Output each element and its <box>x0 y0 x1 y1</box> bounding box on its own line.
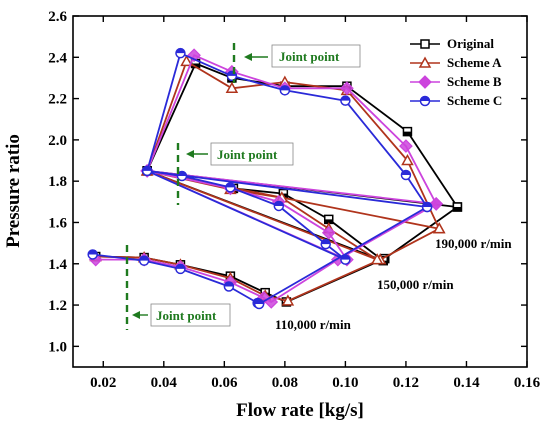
data-point-fill-scheme-c <box>175 48 185 54</box>
y-tick-label: 1.8 <box>48 174 67 190</box>
legend-marker-original <box>420 39 430 49</box>
y-axis-title: Pressure ratio <box>3 134 24 248</box>
y-tick-label: 2.4 <box>48 50 67 66</box>
axis-ticks: 0.02 0.04 0.06 0.08 0.10 0.12 0.14 0.16 1.0 1.2 1.… <box>48 9 540 391</box>
data-point-fill-original <box>191 63 200 68</box>
data-point-scheme-a <box>180 54 193 67</box>
joint-arrowhead-top <box>244 53 252 61</box>
series-line-scheme-a <box>95 60 441 302</box>
data-point-scheme-a <box>432 222 446 234</box>
y-tick-label: 2.0 <box>48 133 67 149</box>
series-scheme-c <box>87 47 433 310</box>
legend-item-scheme-c: Scheme C <box>410 93 502 108</box>
data-point-scheme-b <box>429 197 444 211</box>
legend-marker-scheme-b <box>418 75 432 89</box>
joint-label-middle: Joint point <box>217 147 278 162</box>
data-point-scheme-a <box>225 81 239 94</box>
data-point-fill-scheme-c <box>274 201 284 206</box>
data-point-fill-original <box>453 206 462 211</box>
speed-label-110k: 110,000 r/min <box>275 317 352 332</box>
data-point-fill-scheme-c <box>401 170 411 175</box>
data-point-fill-original <box>403 131 412 136</box>
x-tick-label: 0.16 <box>514 375 541 391</box>
x-tick-label: 0.14 <box>453 375 480 391</box>
joint-point-top: Joint point <box>232 43 361 83</box>
speed-label-150k: 150,000 r/min <box>377 277 454 292</box>
data-point-fill-scheme-c <box>224 281 234 287</box>
y-tick-label: 2.6 <box>48 9 67 25</box>
x-tick-label: 0.08 <box>272 375 298 391</box>
series-layer <box>87 47 463 310</box>
data-point-scheme-a <box>281 294 295 306</box>
legend-label-scheme-a: Scheme A <box>447 55 502 70</box>
y-tick-label: 1.6 <box>48 215 67 231</box>
legend-label-scheme-b: Scheme B <box>447 74 502 89</box>
joint-label-box-bottom <box>150 303 231 327</box>
joint-label-bottom: Joint point <box>156 308 217 323</box>
x-axis-title: Flow rate [kg/s] <box>236 400 364 421</box>
legend-item-original: Original <box>410 36 494 51</box>
data-point-fill-scheme-c <box>177 171 187 177</box>
data-point-scheme-b <box>321 225 336 240</box>
x-tick-label: 0.02 <box>90 375 116 391</box>
data-point-scheme-b <box>399 139 413 153</box>
joint-point-middle: Joint point <box>176 142 294 205</box>
joint-label-top: Joint point <box>279 49 340 64</box>
legend-label-original: Original <box>447 36 494 51</box>
legend-marker-scheme-c-fill <box>420 96 430 101</box>
data-point-scheme-b <box>340 81 354 96</box>
data-point-fill-scheme-c <box>340 255 350 260</box>
data-point-fill-scheme-c <box>225 182 235 188</box>
data-point-fill-original <box>324 219 333 224</box>
y-tick-label: 2.2 <box>48 92 67 108</box>
series-line-scheme-c <box>92 52 428 305</box>
y-tick-label: 1.0 <box>48 339 67 355</box>
y-tick-label: 1.2 <box>48 298 67 314</box>
speed-label-190k: 190,000 r/min <box>435 236 512 251</box>
joint-label-box-top <box>271 44 361 68</box>
data-point-fill-scheme-c <box>321 239 331 245</box>
joint-arrowhead-bottom <box>132 311 140 319</box>
data-point-scheme-a <box>401 153 414 166</box>
data-point-fill-scheme-c <box>280 85 290 91</box>
data-point-fill-scheme-c <box>422 202 432 207</box>
y-tick-label: 1.4 <box>48 257 67 273</box>
series-line-scheme-b <box>95 54 438 303</box>
data-point-fill-scheme-c <box>142 166 152 171</box>
legend-item-scheme-a: Scheme A <box>410 55 502 70</box>
x-tick-label: 0.10 <box>332 375 358 391</box>
legend-marker-scheme-a <box>418 56 432 68</box>
data-point-fill-scheme-c <box>340 96 350 101</box>
data-point-fill-scheme-c <box>139 256 149 261</box>
data-point-fill-scheme-c <box>175 264 185 269</box>
joint-point-bottom: Joint point <box>125 245 231 330</box>
x-tick-label: 0.06 <box>211 375 238 391</box>
x-tick-label: 0.04 <box>151 375 178 391</box>
x-tick-label: 0.12 <box>393 375 419 391</box>
joint-arrowhead-middle <box>186 150 194 158</box>
legend: Original Scheme A Scheme B Scheme C <box>410 36 502 108</box>
data-point-scheme-a <box>370 253 384 265</box>
legend-label-scheme-c: Scheme C <box>447 93 502 108</box>
data-point-fill-scheme-c <box>254 299 264 305</box>
data-point-fill-scheme-c <box>88 249 98 255</box>
joint-label-box-middle <box>210 142 294 166</box>
legend-item-scheme-b: Scheme B <box>410 74 502 89</box>
